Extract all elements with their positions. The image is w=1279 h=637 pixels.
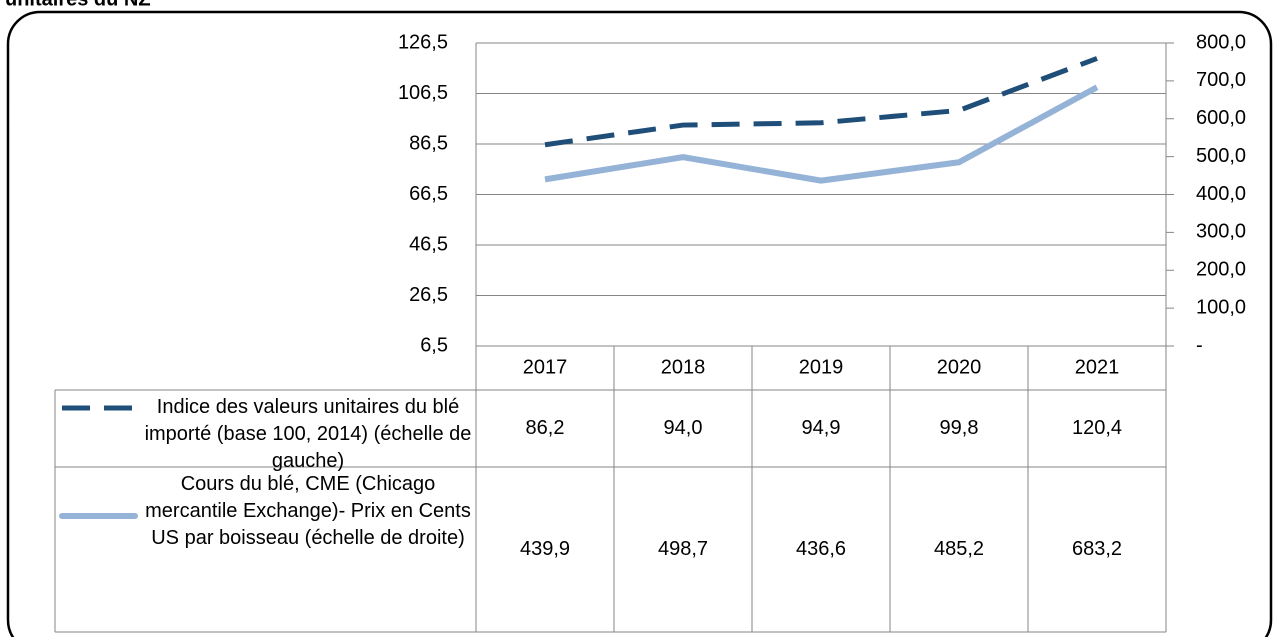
table-value: 94,0 [664, 417, 703, 439]
y-tick-label: 126,5 [398, 31, 448, 53]
table-value: 120,4 [1072, 417, 1122, 439]
y2-tick-label: 500,0 [1196, 145, 1246, 167]
y2-tick-label: 600,0 [1196, 107, 1246, 129]
legend-label: Cours du blé, CME (Chicago mercantile Ex… [145, 473, 471, 549]
table-value: 94,9 [802, 417, 841, 439]
y2-tick-label: 700,0 [1196, 69, 1246, 91]
table-value: 485,2 [934, 538, 984, 560]
x-tick-label: 2019 [799, 356, 844, 378]
y2-tick-label: 300,0 [1196, 221, 1246, 243]
series-line [544, 84, 1099, 184]
y2-tick-label: 800,0 [1196, 31, 1246, 53]
y2-tick-label: - [1196, 334, 1203, 356]
table-value: 436,6 [796, 538, 846, 560]
table-value: 99,8 [940, 417, 979, 439]
x-tick-label: 2017 [523, 356, 568, 378]
table-value: 498,7 [658, 538, 708, 560]
y2-tick-label: 100,0 [1196, 296, 1246, 318]
table-value: 683,2 [1072, 538, 1122, 560]
table-value: 439,9 [520, 538, 570, 560]
y2-tick-label: 200,0 [1196, 259, 1246, 281]
y2-tick-label: 400,0 [1196, 183, 1246, 205]
legend-label: Indice des valeurs unitaires du blé impo… [144, 396, 472, 472]
y-tick-label: 46,5 [409, 233, 448, 255]
x-tick-label: 2018 [661, 356, 706, 378]
y-tick-label: 66,5 [409, 183, 448, 205]
chart-title: unitaires du NZ [5, 0, 151, 10]
series-line [544, 56, 1098, 148]
y-tick-label: 106,5 [398, 82, 448, 104]
y-tick-label: 86,5 [409, 132, 448, 154]
table-value: 86,2 [526, 417, 565, 439]
x-tick-label: 2021 [1075, 356, 1120, 378]
x-tick-label: 2020 [937, 356, 982, 378]
y-tick-label: 6,5 [420, 334, 448, 356]
y-tick-label: 26,5 [409, 284, 448, 306]
frame [6, 10, 1273, 637]
